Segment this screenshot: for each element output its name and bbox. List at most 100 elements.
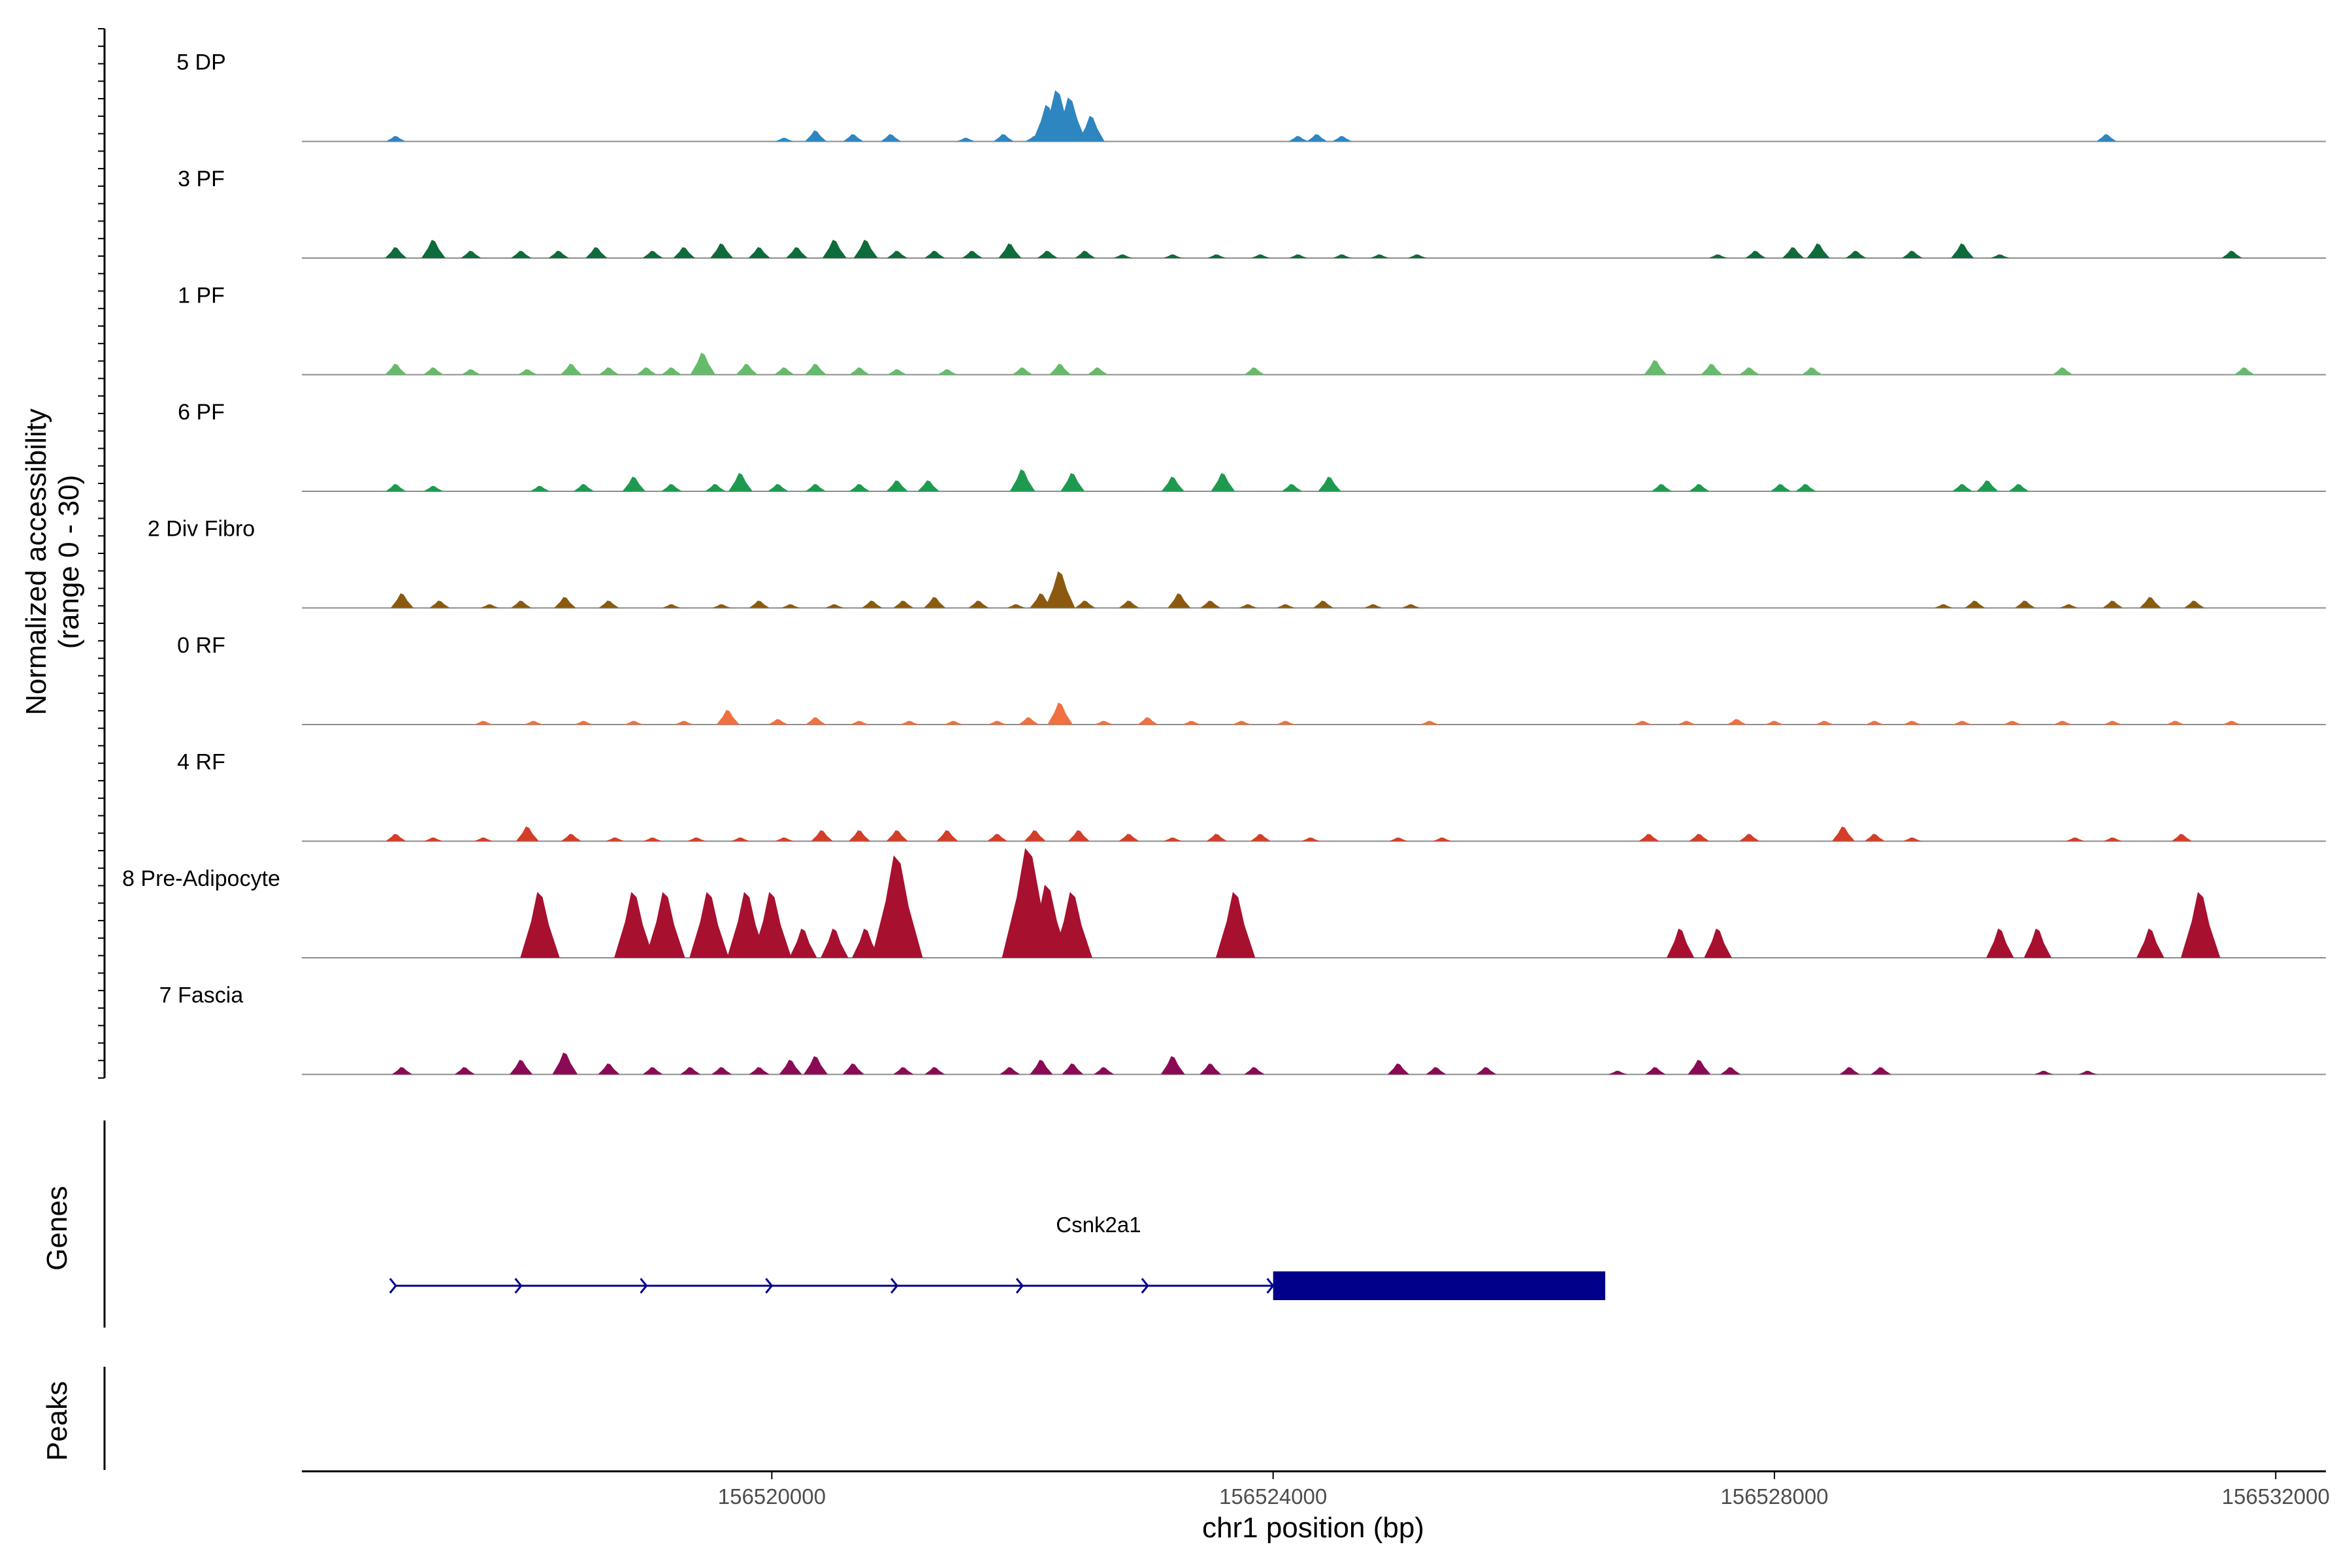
coverage-peak	[1200, 1063, 1222, 1075]
coverage-peak	[2103, 721, 2123, 725]
coverage-peak	[1037, 250, 1058, 258]
coverage-peak	[574, 721, 594, 725]
track-0: 5 DP	[176, 50, 2326, 142]
coverage-peak	[849, 367, 870, 375]
coverage-peak	[1288, 136, 1309, 142]
coverage-peak	[2136, 928, 2164, 958]
coverage-peak	[561, 834, 582, 841]
coverage-peak	[804, 1056, 828, 1075]
coverage-peak	[391, 1067, 413, 1075]
strand-arrow	[1141, 1278, 1149, 1294]
coverage-peak	[2181, 892, 2221, 958]
coverage-peak	[385, 363, 407, 375]
coverage-peak	[804, 363, 827, 375]
track-5: 0 RF	[177, 633, 2326, 725]
coverage-peak	[825, 604, 845, 608]
coverage-peak	[2102, 600, 2123, 608]
coverage-peak	[461, 369, 482, 375]
coverage-peak	[1639, 834, 1659, 841]
coverage-peak	[711, 604, 732, 608]
coverage-peak	[1986, 928, 2014, 958]
coverage-peak	[749, 1067, 770, 1075]
coverage-peak	[872, 855, 923, 958]
coverage-peak	[789, 928, 817, 958]
coverage-peak	[2165, 721, 2185, 725]
coverage-peak	[624, 721, 644, 725]
coverage-peak	[622, 476, 645, 491]
coverage-peak	[1864, 834, 1886, 841]
coverage-peak	[843, 134, 864, 142]
coverage-peak	[674, 721, 694, 725]
coverage-peak	[821, 928, 849, 958]
coverage-peak	[421, 240, 446, 258]
coverage-peak	[1795, 483, 1816, 491]
coverage-peak	[1676, 721, 1697, 725]
x-tick-label: 156520000	[718, 1484, 826, 1509]
coverage-peak	[2002, 721, 2023, 725]
track-label: 3 PF	[178, 167, 225, 191]
coverage-peak	[1765, 721, 1784, 725]
peaks-panel-title: Peaks	[41, 1381, 73, 1461]
coverage-peak	[1387, 1063, 1410, 1075]
x-tick-label: 156528000	[1720, 1484, 1828, 1509]
x-tick-label: 156532000	[2222, 1484, 2330, 1509]
coverage-peak	[886, 830, 908, 841]
strand-arrow	[765, 1278, 774, 1294]
coverage-peak	[1168, 593, 1191, 608]
coverage-peak	[848, 830, 871, 841]
coverage-peak	[768, 719, 789, 725]
coverage-peak	[730, 837, 751, 841]
coverage-peak	[1990, 254, 2010, 258]
coverage-peak	[987, 834, 1008, 841]
coverage-peak	[1232, 721, 1252, 725]
coverage-peak	[987, 721, 1007, 725]
coverage-peak	[849, 721, 870, 725]
coverage-peak	[1206, 834, 1228, 841]
coverage-peak	[924, 250, 945, 258]
coverage-peak	[768, 483, 789, 491]
coverage-peak	[598, 600, 619, 608]
strand-arrow	[890, 1278, 899, 1294]
y-axis-subtitle: (range 0 - 30)	[53, 475, 85, 649]
coverage-peak	[2014, 600, 2036, 608]
coverage-peak	[880, 134, 902, 142]
coverage-peak	[385, 483, 406, 491]
coverage-peak	[1060, 473, 1085, 491]
y-axis-title: Normalized accessibility	[20, 408, 52, 715]
coverage-peak	[1244, 367, 1265, 375]
coverage-peak	[1608, 1070, 1628, 1075]
coverage-peak	[1047, 702, 1073, 725]
coverage-peak	[1644, 1067, 1666, 1075]
coverage-peak	[1770, 483, 1791, 491]
coverage-peak	[1000, 1067, 1021, 1075]
coverage-peak	[1701, 363, 1723, 375]
coverage-peak	[461, 250, 482, 258]
coverage-peak	[1388, 837, 1409, 841]
coverage-peak	[1049, 363, 1071, 375]
coverage-peak	[1633, 721, 1653, 725]
track-4: 2 Div Fibro	[148, 517, 2326, 609]
coverage-peak	[645, 892, 685, 958]
coverage-peak	[1075, 250, 1096, 258]
coverage-peak	[1952, 483, 1973, 491]
coverage-peak	[390, 593, 414, 608]
coverage-peak	[804, 130, 827, 142]
coverage-peak	[1318, 476, 1341, 491]
coverage-peak	[1211, 473, 1235, 491]
coverage-peak	[774, 137, 794, 142]
coverage-peak	[1018, 717, 1039, 725]
coverage-peak	[728, 473, 753, 491]
coverage-peak	[689, 892, 729, 958]
coverage-peak	[385, 136, 406, 142]
coverage-peak	[779, 1060, 802, 1075]
coverage-peak	[517, 369, 538, 375]
coverage-peak	[2221, 250, 2242, 258]
coverage-peak	[1119, 834, 1139, 841]
coverage-peak	[1688, 1060, 1711, 1075]
coverage-peak	[748, 247, 770, 258]
coverage-peak	[510, 600, 532, 608]
coverage-peak	[515, 826, 539, 841]
coverage-peak	[924, 1067, 945, 1075]
coverage-peak	[1045, 571, 1075, 608]
coverage-peak	[1012, 367, 1033, 375]
